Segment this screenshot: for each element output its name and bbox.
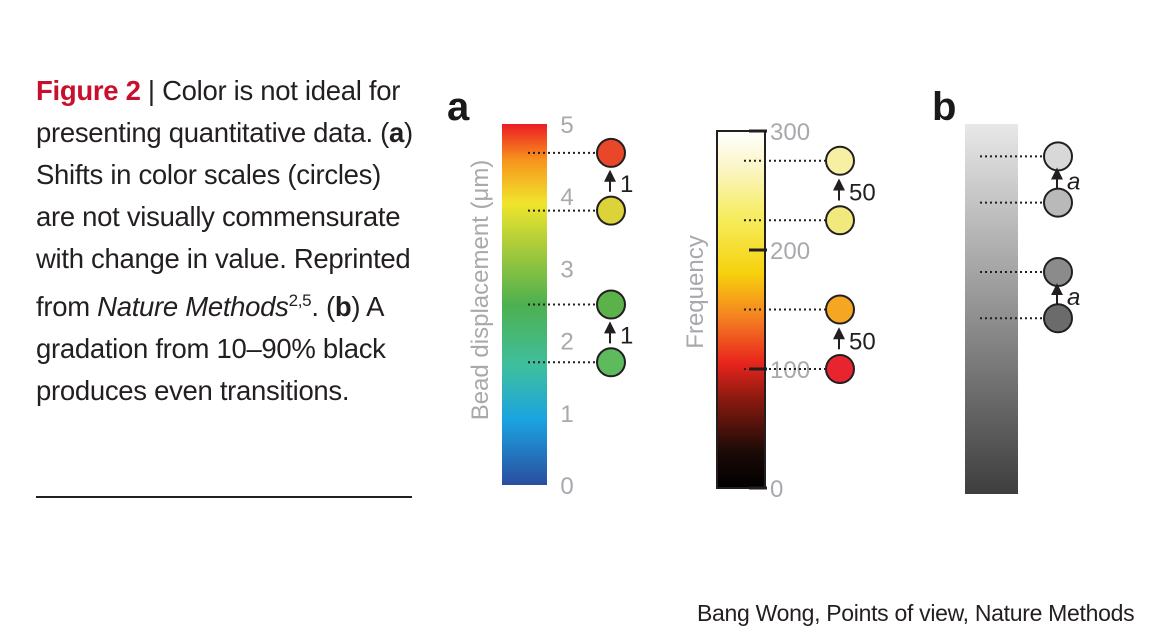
caption-refs: 2,5 xyxy=(288,291,312,310)
color-bar-grayscale xyxy=(965,124,1018,494)
caption-text-1: Color is not ideal for presenting quanti… xyxy=(36,75,401,148)
tick-label-heat-300: 300 xyxy=(770,119,810,146)
figure-caption: Figure 2 | Color is not ideal for presen… xyxy=(36,70,414,412)
data-point-rainbow xyxy=(596,347,626,378)
tick-label-rainbow-3: 3 xyxy=(560,256,573,283)
data-point-rainbow xyxy=(596,195,626,226)
axis-title-rainbow: Bead displacement (μm) xyxy=(467,160,494,421)
delta-label: a xyxy=(1067,169,1080,196)
panel-letter-a: a xyxy=(447,85,470,129)
data-point-heat xyxy=(825,145,855,176)
caption-panel-b-ref: b xyxy=(334,291,352,323)
tick-label-heat-100: 100 xyxy=(770,357,810,384)
color-bar-heat xyxy=(716,130,766,489)
delta-label: a xyxy=(1067,284,1080,311)
panel-letter-b: b xyxy=(932,85,956,129)
delta-label: 1 xyxy=(620,171,633,198)
tick-label-rainbow-0: 0 xyxy=(560,473,573,500)
credit-line: Bang Wong, Points of view, Nature Method… xyxy=(697,600,1135,626)
data-point-rainbow xyxy=(596,137,626,168)
caption-text-2: ) Shifts in color scales (circles) are n… xyxy=(36,117,413,323)
data-point-grayscale xyxy=(1043,141,1073,172)
tick-label-rainbow-2: 2 xyxy=(560,329,573,356)
caption-text-3: . ( xyxy=(311,291,335,323)
caption-panel-a-ref: a xyxy=(389,117,405,148)
data-point-rainbow xyxy=(596,289,626,320)
delta-label: 50 xyxy=(849,180,876,207)
data-point-heat xyxy=(825,354,855,384)
color-bar-rainbow xyxy=(502,124,547,485)
data-point-heat xyxy=(825,294,855,325)
tick-label-rainbow-1: 1 xyxy=(560,401,573,428)
data-point-heat xyxy=(825,205,855,236)
tick-label-heat-200: 200 xyxy=(770,238,810,265)
tick-label-rainbow-4: 4 xyxy=(560,184,573,211)
caption-text-4: ) A gradation from 10–90% black produces… xyxy=(36,291,386,407)
caption-journal: Nature Methods xyxy=(97,291,289,323)
tick-label-rainbow-5: 5 xyxy=(560,112,573,139)
delta-label: 1 xyxy=(620,322,633,349)
delta-label: 50 xyxy=(849,328,876,355)
data-point-grayscale xyxy=(1043,257,1073,287)
caption-separator: | xyxy=(140,75,163,106)
axis-title-heat: Frequency xyxy=(682,235,709,348)
figure-label: Figure 2 xyxy=(36,75,141,106)
tick-label-heat-0: 0 xyxy=(770,476,783,503)
caption-underline xyxy=(36,496,412,498)
